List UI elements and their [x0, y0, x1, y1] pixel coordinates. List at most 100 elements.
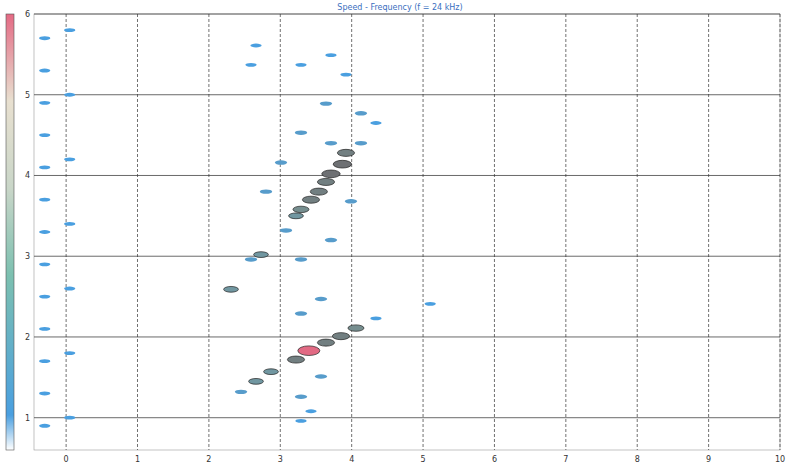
point: [260, 189, 272, 193]
x-tick-label: 5: [421, 455, 426, 464]
x-tick-label: 3: [278, 455, 283, 464]
grid-line: [423, 14, 424, 450]
point: [249, 378, 264, 384]
point: [370, 121, 381, 125]
point: [310, 188, 327, 195]
point: [64, 93, 75, 97]
grid-line: [637, 14, 638, 450]
point: [322, 170, 340, 178]
point: [295, 419, 306, 423]
grid-line: [780, 14, 781, 450]
point: [39, 133, 50, 137]
grid-line: [494, 14, 495, 450]
point: [64, 416, 75, 420]
point: [333, 160, 351, 168]
point: [39, 392, 50, 396]
point: [39, 262, 50, 266]
point: [39, 165, 50, 169]
grid-line: [280, 14, 281, 450]
point: [39, 327, 50, 331]
point: [254, 252, 269, 258]
point: [245, 63, 256, 67]
point: [64, 222, 75, 226]
grid-line: [351, 14, 352, 450]
color-bar: [6, 14, 14, 450]
point: [64, 287, 75, 291]
y-tick-label: 2: [25, 333, 30, 342]
point: [295, 257, 307, 261]
point: [325, 141, 337, 145]
grid-line: [66, 14, 67, 450]
grid-line: [565, 14, 566, 450]
grid-line: [708, 14, 709, 450]
point: [325, 238, 337, 242]
point: [275, 160, 287, 164]
grid-line: [34, 175, 780, 176]
x-tick-label: 6: [492, 455, 497, 464]
point: [348, 325, 364, 331]
point: [39, 295, 50, 299]
point: [293, 206, 309, 212]
point: [345, 199, 357, 203]
point: [64, 351, 75, 355]
point: [39, 101, 50, 105]
point: [39, 198, 50, 202]
grid-line: [34, 256, 780, 257]
grid-line: [34, 336, 780, 337]
point: [39, 359, 50, 363]
point: [355, 111, 367, 115]
point: [39, 36, 50, 40]
grid-line: [34, 417, 780, 418]
point: [317, 178, 334, 185]
y-tick-label: 4: [25, 171, 30, 180]
point: [39, 230, 50, 234]
point: [305, 409, 316, 413]
y-tick-label: 6: [25, 10, 30, 19]
grid-line: [34, 14, 780, 15]
point: [325, 53, 336, 57]
point: [295, 311, 307, 315]
grid-line: [208, 14, 209, 450]
point: [295, 63, 306, 67]
point: [295, 130, 307, 134]
point: [295, 394, 307, 398]
y-tick-label: 3: [25, 252, 30, 261]
point: [320, 101, 332, 105]
point: [370, 316, 381, 320]
point: [235, 390, 247, 394]
grid-line: [34, 94, 780, 95]
x-tick-label: 0: [64, 455, 69, 464]
point: [315, 297, 327, 301]
point: [337, 149, 354, 156]
x-tick-label: 8: [635, 455, 640, 464]
point: [425, 302, 436, 306]
x-tick-label: 9: [706, 455, 711, 464]
x-tick-label: 4: [349, 455, 354, 464]
grid-line: [137, 14, 138, 450]
point: [340, 73, 351, 77]
point: [250, 44, 261, 48]
point: [64, 28, 75, 32]
x-tick-label: 1: [135, 455, 140, 464]
x-tick-label: 7: [563, 455, 568, 464]
point: [332, 333, 349, 340]
point: [287, 356, 304, 363]
point: [355, 141, 367, 145]
point: [289, 213, 304, 219]
point: [298, 346, 320, 356]
x-tick-label: 2: [206, 455, 211, 464]
point: [317, 339, 334, 346]
y-tick-label: 1: [25, 414, 30, 423]
chart: 123456012345678910Speed - Frequency (f =…: [0, 0, 800, 469]
title: Speed - Frequency (f = 24 kHz): [337, 3, 462, 12]
point: [264, 369, 279, 375]
point: [302, 196, 319, 203]
point: [280, 228, 292, 232]
point: [224, 286, 239, 292]
point: [315, 374, 327, 378]
point: [39, 424, 50, 428]
points: [39, 28, 436, 427]
y-tick-label: 5: [25, 91, 30, 100]
point: [64, 157, 75, 161]
point: [245, 257, 257, 261]
